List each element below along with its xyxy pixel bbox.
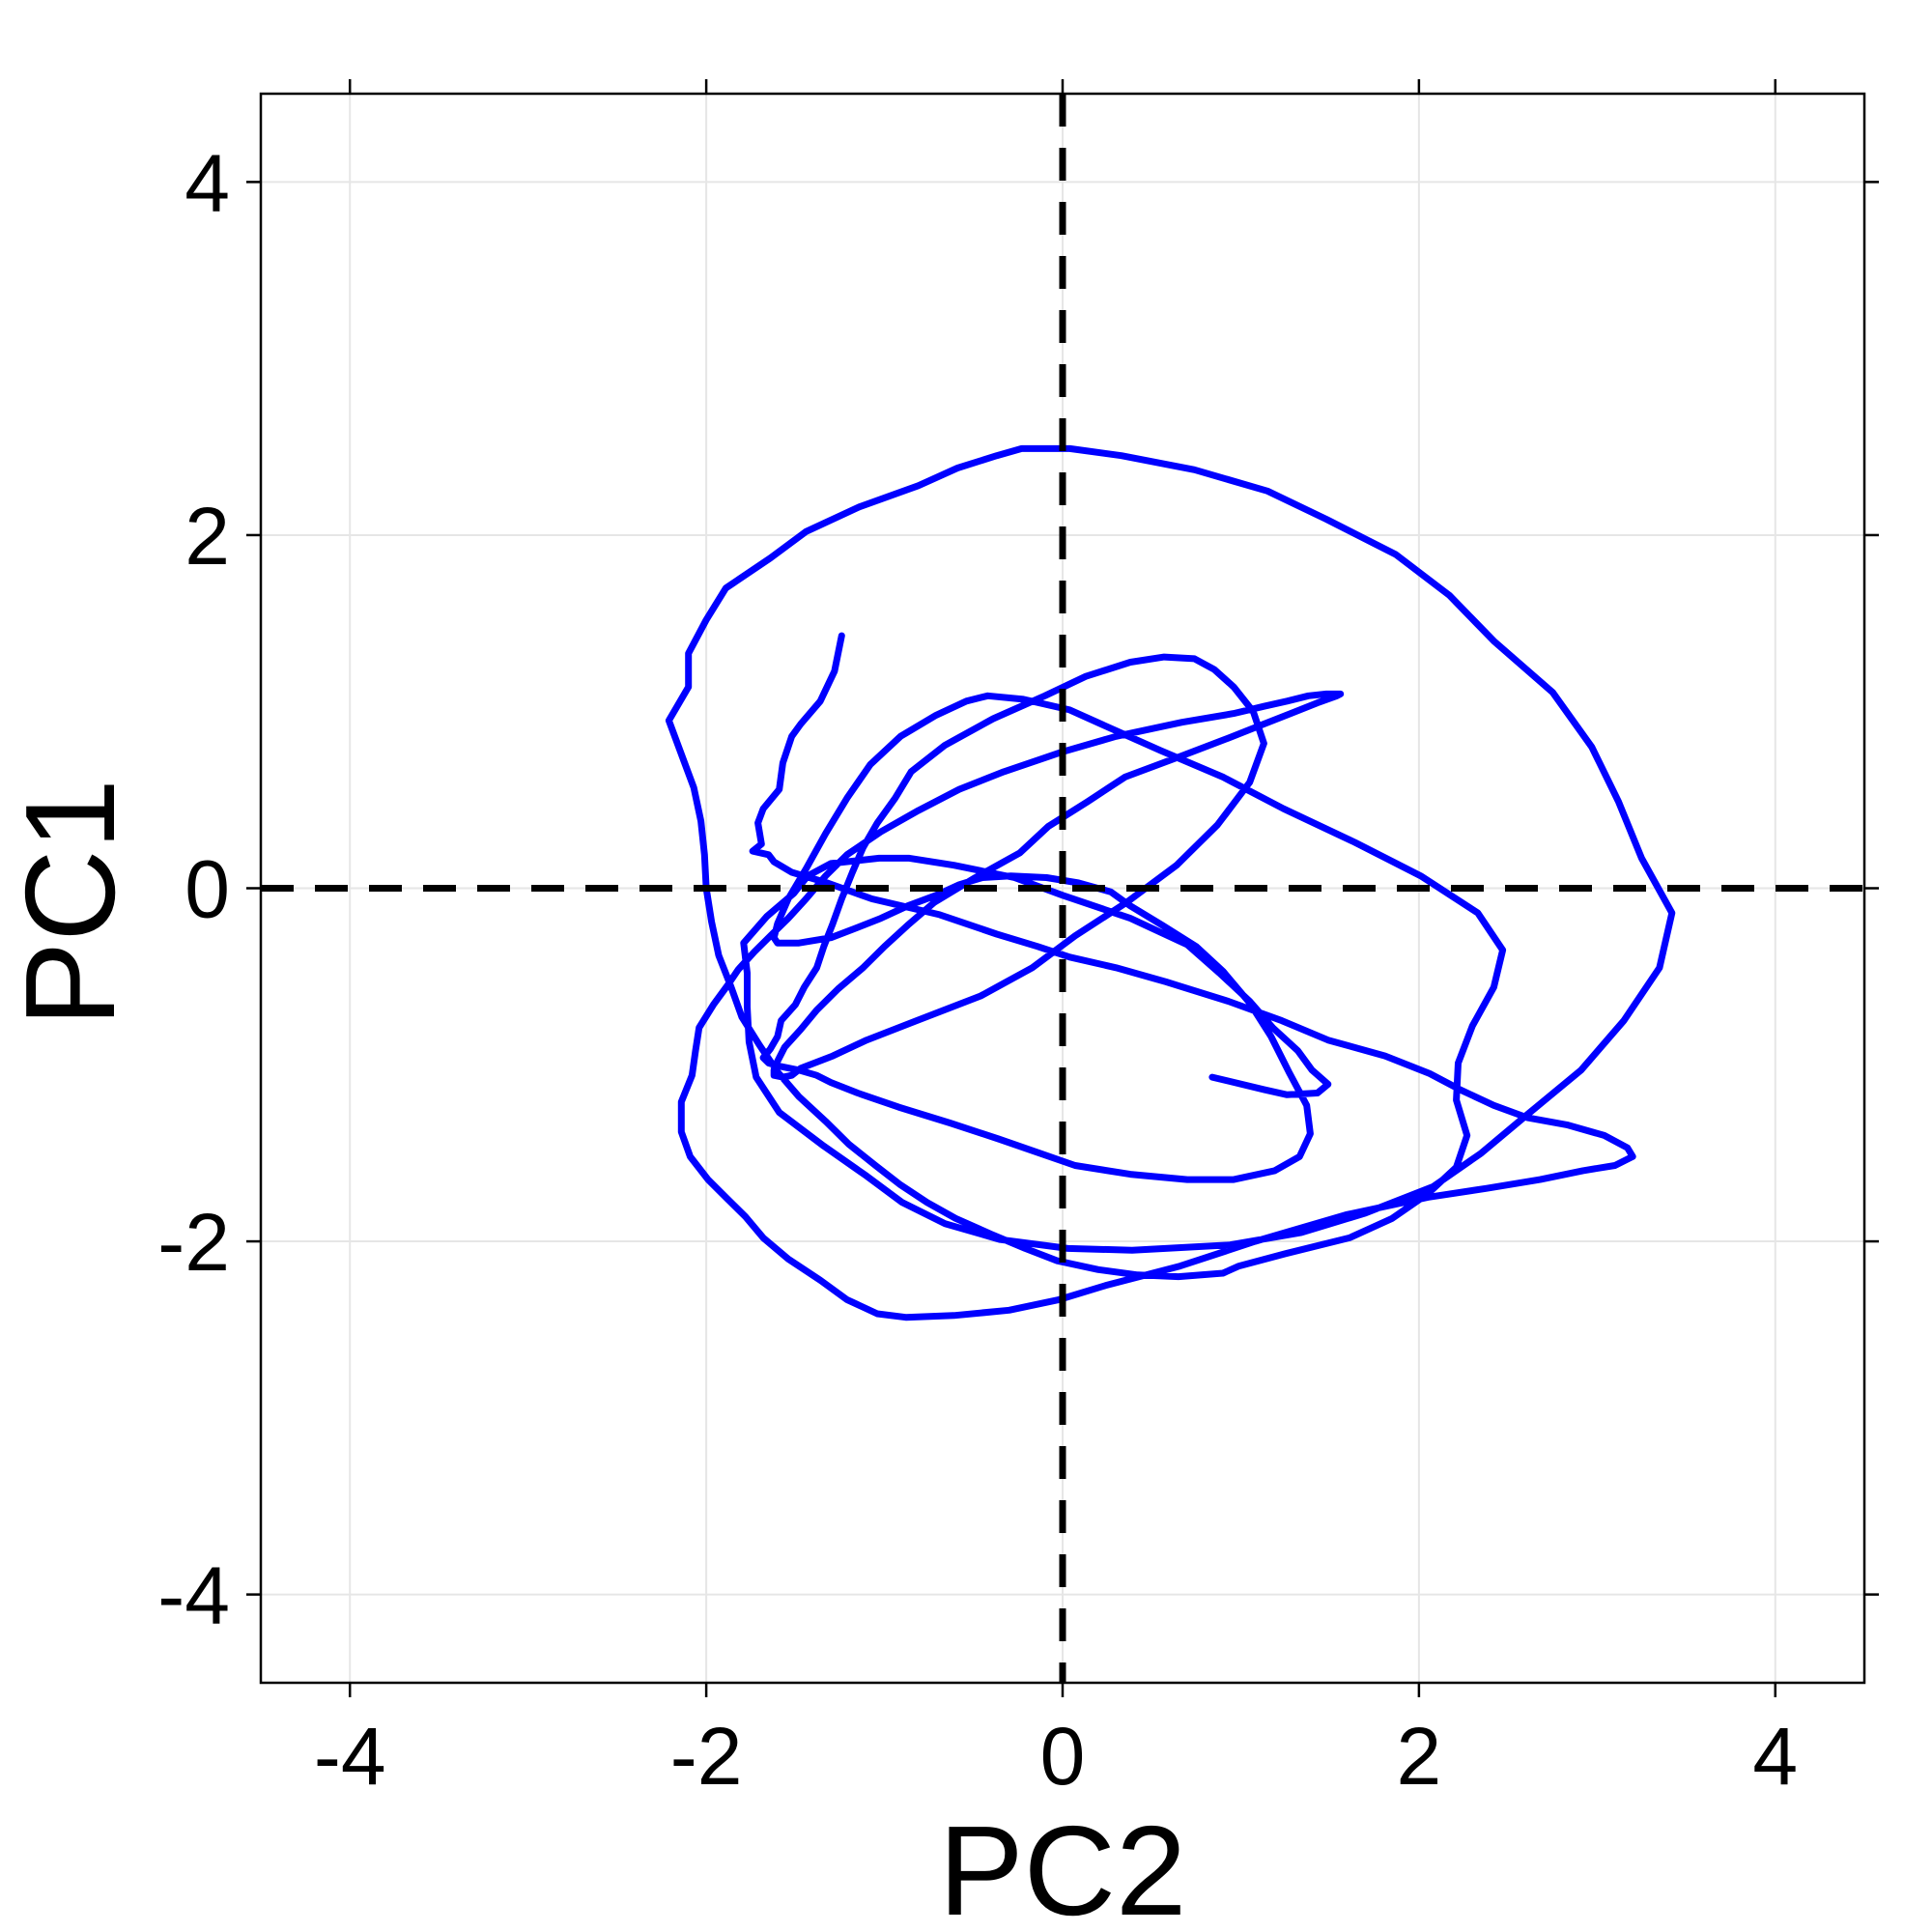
x-axis-title: PC2 [939, 1800, 1187, 1932]
x-tick-label: 0 [1040, 1711, 1086, 1802]
y-tick-label: 4 [185, 137, 230, 228]
y-axis-title: PC1 [0, 779, 141, 1027]
y-tick-label: -4 [157, 1550, 230, 1641]
trajectory-series [665, 444, 1676, 1321]
y-tick-label: 0 [185, 844, 230, 935]
x-tick-label: 2 [1397, 1711, 1442, 1802]
y-tick-label: 2 [185, 491, 230, 582]
tick-labels: -4 -2 0 2 4 -4 -2 0 2 4 [157, 137, 1798, 1802]
axis-ticks [246, 79, 1879, 1697]
x-tick-label: 4 [1752, 1711, 1798, 1802]
series-line-trajectory [665, 444, 1676, 1321]
y-tick-label: -2 [157, 1197, 230, 1288]
reference-lines [261, 94, 1864, 1683]
x-tick-label: -4 [314, 1711, 386, 1802]
x-tick-label: -2 [670, 1711, 743, 1802]
